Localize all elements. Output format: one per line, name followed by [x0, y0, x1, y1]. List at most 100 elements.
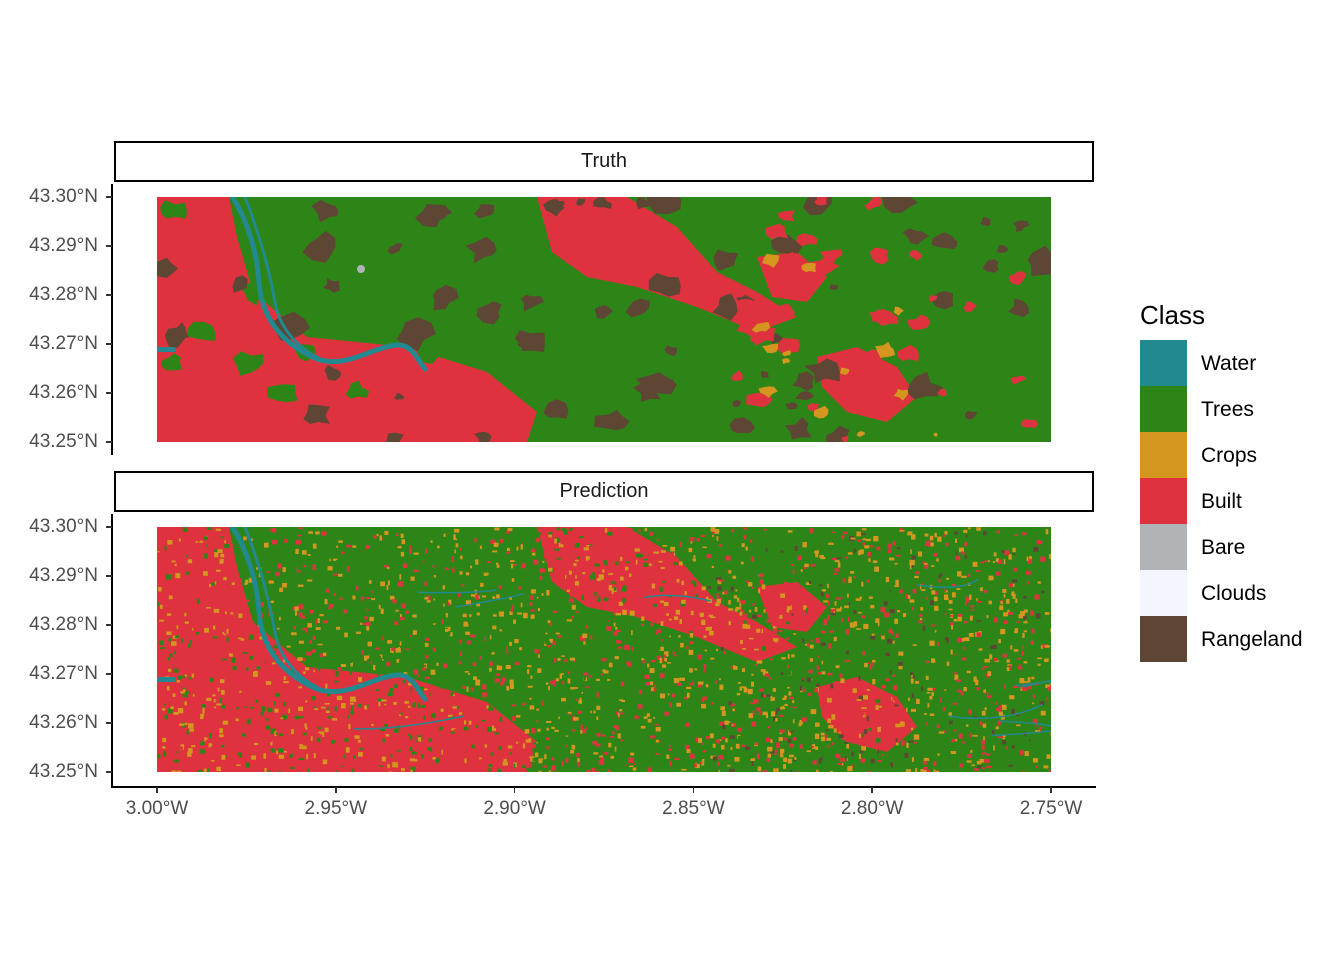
pred-pixel-cluster	[994, 617, 998, 623]
pred-pixel-cluster	[530, 614, 535, 619]
pred-pixel-cluster	[657, 538, 660, 541]
pred-pixel-cluster	[325, 588, 330, 593]
pred-pixel-cluster	[1011, 708, 1015, 715]
pred-pixel-cluster	[1041, 590, 1045, 594]
pred-pixel-cluster	[520, 768, 526, 772]
pred-pixel-cluster	[698, 738, 702, 743]
pred-pixel-cluster	[751, 681, 754, 687]
pred-pixel-cluster	[212, 636, 218, 639]
pred-pixel-cluster	[927, 703, 930, 708]
pred-pixel-cluster	[350, 662, 353, 667]
pred-pixel-cluster	[845, 556, 848, 559]
pred-pixel-cluster	[729, 768, 735, 772]
pred-pixel-cluster	[387, 753, 391, 758]
legend-item-trees: Trees	[1140, 386, 1340, 432]
x-axis-line	[111, 786, 1096, 788]
pred-pixel-cluster	[417, 653, 422, 659]
pred-pixel-cluster	[225, 611, 227, 614]
pred-pixel-cluster	[383, 666, 389, 671]
pred-pixel-cluster	[489, 661, 493, 667]
pred-pixel-cluster	[890, 762, 893, 768]
pred-pixel-cluster	[911, 704, 917, 707]
pred-pixel-cluster	[516, 539, 522, 545]
pred-pixel-cluster	[770, 739, 773, 743]
pred-pixel-cluster	[435, 532, 440, 534]
pred-pixel-cluster	[566, 589, 570, 592]
pred-pixel-cluster	[1011, 591, 1015, 597]
pred-pixel-cluster	[168, 668, 172, 672]
pred-pixel-cluster	[279, 616, 281, 621]
pred-pixel-cluster	[490, 636, 495, 640]
pred-pixel-cluster	[888, 628, 892, 634]
truth-rangeland-patch	[996, 245, 1009, 253]
pred-pixel-cluster	[981, 710, 986, 716]
pred-pixel-cluster	[722, 591, 725, 595]
pred-pixel-cluster	[859, 702, 864, 705]
pred-pixel-cluster	[948, 608, 953, 611]
pred-pixel-cluster	[869, 664, 873, 670]
pred-pixel-cluster	[638, 529, 641, 532]
pred-pixel-cluster	[741, 744, 746, 747]
pred-pixel-cluster	[366, 740, 370, 746]
pred-pixel-cluster	[894, 618, 898, 624]
pred-pixel-cluster	[532, 687, 538, 692]
pred-pixel-cluster	[554, 537, 561, 543]
pred-pixel-cluster	[416, 711, 421, 718]
pred-pixel-cluster	[961, 575, 965, 581]
pred-pixel-cluster	[957, 613, 963, 617]
pred-pixel-cluster	[388, 771, 393, 772]
pred-pixel-cluster	[275, 571, 280, 577]
pred-pixel-cluster	[255, 699, 258, 703]
pred-pixel-cluster	[291, 669, 295, 673]
pred-pixel-cluster	[242, 753, 246, 758]
y-tick	[106, 722, 112, 724]
pred-pixel-cluster	[281, 559, 285, 561]
pred-pixel-cluster	[554, 548, 560, 551]
pred-pixel-cluster	[298, 706, 304, 712]
pred-pixel-cluster	[1030, 583, 1033, 587]
pred-pixel-cluster	[1006, 659, 1010, 663]
pred-pixel-cluster	[209, 733, 212, 739]
pred-pixel-cluster	[569, 570, 572, 575]
pred-pixel-cluster	[321, 531, 327, 536]
pred-pixel-cluster	[748, 644, 752, 649]
pred-pixel-cluster	[940, 697, 942, 703]
pred-pixel-cluster	[433, 623, 437, 625]
pred-pixel-cluster	[1030, 610, 1034, 616]
pred-pixel-cluster	[530, 675, 533, 679]
pred-pixel-cluster	[338, 540, 343, 543]
pred-pixel-cluster	[300, 652, 303, 657]
pred-pixel-cluster	[864, 662, 868, 668]
pred-pixel-cluster	[862, 710, 865, 716]
pred-pixel-cluster	[221, 754, 226, 760]
pred-pixel-cluster	[692, 558, 696, 562]
pred-pixel-cluster	[185, 571, 190, 575]
pred-pixel-cluster	[548, 721, 553, 726]
truth-built-spot	[864, 197, 882, 211]
pred-pixel-cluster	[693, 582, 697, 587]
pred-pixel-cluster	[1032, 758, 1038, 763]
pred-pixel-cluster	[558, 734, 562, 739]
pred-pixel-cluster	[957, 571, 962, 577]
pred-pixel-cluster	[705, 684, 709, 688]
pred-pixel-cluster	[405, 648, 410, 650]
pred-pixel-cluster	[825, 729, 829, 732]
pred-pixel-cluster	[792, 700, 795, 704]
facet-strip-truth: Truth	[114, 141, 1094, 182]
pred-pixel-cluster	[559, 673, 562, 679]
pred-pixel-cluster	[265, 718, 269, 721]
pred-pixel-cluster	[782, 697, 787, 700]
pred-pixel-cluster	[201, 742, 204, 745]
pred-pixel-cluster	[582, 572, 586, 575]
pred-pixel-cluster	[294, 606, 299, 612]
pred-pixel-cluster	[433, 574, 437, 578]
pred-pixel-cluster	[173, 572, 177, 576]
pred-pixel-cluster	[246, 615, 251, 620]
pred-pixel-cluster	[840, 678, 845, 684]
pred-pixel-cluster	[685, 745, 690, 751]
pred-pixel-cluster	[358, 677, 363, 682]
pred-pixel-cluster	[818, 584, 823, 587]
pred-pixel-cluster	[424, 676, 430, 679]
pred-pixel-cluster	[522, 743, 526, 749]
pred-pixel-cluster	[349, 596, 353, 600]
